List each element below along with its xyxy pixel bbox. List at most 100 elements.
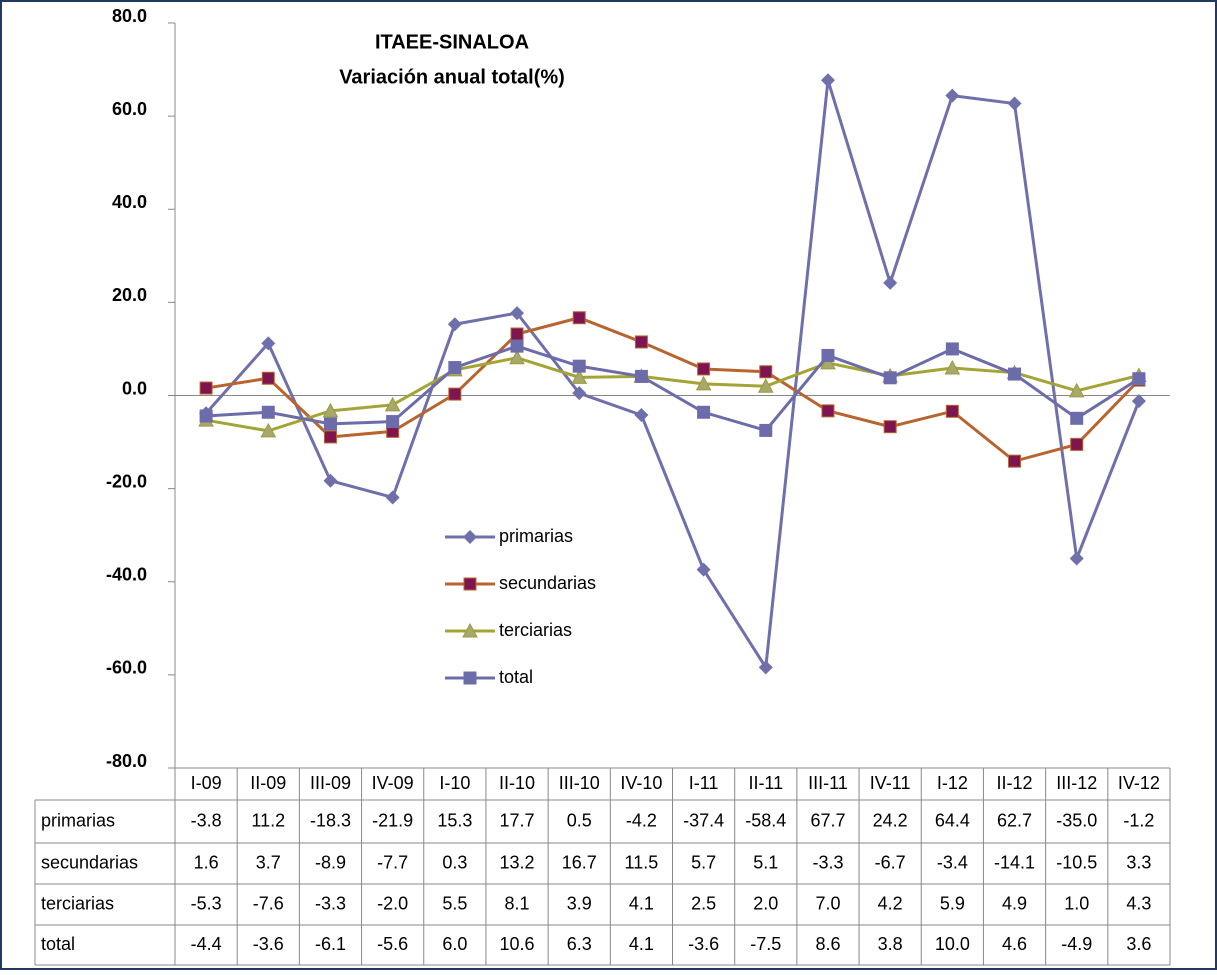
marker: [1007, 96, 1022, 111]
y-tick-label: 40.0: [112, 192, 147, 212]
x-tick-label: IV-10: [620, 773, 662, 793]
table-cell: -2.0: [377, 893, 408, 913]
table-cell: 0.3: [442, 852, 467, 872]
marker: [697, 405, 711, 419]
marker: [883, 275, 898, 290]
marker: [944, 359, 961, 375]
y-tick-label: -40.0: [106, 565, 147, 585]
x-tick-label: II-12: [997, 773, 1033, 793]
table-cell: -7.5: [750, 934, 781, 954]
marker: [261, 405, 275, 419]
y-tick-label: 60.0: [112, 99, 147, 119]
x-tick-label: III-12: [1056, 773, 1097, 793]
marker: [634, 335, 648, 349]
marker: [385, 490, 400, 505]
legend-marker: [462, 622, 478, 638]
x-tick-label: IV-12: [1118, 773, 1160, 793]
marker: [572, 386, 587, 401]
marker: [323, 473, 338, 488]
marker: [695, 375, 712, 391]
table-cell: 17.7: [500, 810, 535, 830]
table-cell: -3.8: [191, 810, 222, 830]
table-cell: 15.3: [437, 810, 472, 830]
table-cell: -6.7: [875, 852, 906, 872]
table-cell: 13.2: [500, 852, 535, 872]
marker: [386, 415, 400, 429]
table-cell: -7.7: [377, 852, 408, 872]
x-tick-label: IV-09: [372, 773, 414, 793]
marker: [697, 362, 711, 376]
table-cell: -21.9: [372, 810, 413, 830]
table-cell: 16.7: [562, 852, 597, 872]
table-row-label: primarias: [41, 810, 115, 830]
legend-marker: [463, 577, 477, 591]
table-cell: 11.5: [625, 852, 659, 872]
x-tick-label: III-10: [559, 773, 600, 793]
table-cell: -4.4: [191, 934, 222, 954]
marker: [945, 342, 959, 356]
table-cell: 4.6: [1002, 934, 1027, 954]
legend-label: total: [499, 667, 533, 687]
marker: [757, 378, 774, 393]
marker: [1068, 382, 1085, 398]
marker: [820, 354, 836, 370]
marker: [759, 365, 773, 379]
x-tick-label: II-10: [499, 773, 535, 793]
marker: [448, 387, 462, 401]
table-cell: 2.5: [691, 893, 716, 913]
y-tick-label: 0.0: [122, 378, 147, 398]
marker: [510, 306, 525, 321]
table-cell: 11.2: [251, 810, 285, 830]
marker: [323, 417, 337, 431]
table-cell: 5.7: [691, 852, 716, 872]
marker: [447, 317, 462, 332]
table-cell: 5.9: [940, 893, 965, 913]
marker: [1070, 411, 1084, 425]
marker: [323, 430, 337, 444]
table-cell: 62.7: [997, 810, 1032, 830]
marker: [1132, 372, 1146, 386]
table-cell: 3.7: [256, 852, 281, 872]
marker: [572, 311, 586, 325]
marker: [759, 423, 773, 437]
marker: [821, 348, 835, 362]
table-cell: 3.3: [1126, 852, 1151, 872]
x-tick-label: II-11: [748, 773, 783, 793]
marker: [696, 562, 711, 577]
legend-marker: [463, 530, 477, 544]
table-cell: 8.6: [815, 934, 840, 954]
marker: [945, 404, 959, 418]
x-tick-label: IV-11: [870, 773, 911, 793]
marker: [634, 369, 648, 383]
marker: [1070, 437, 1084, 451]
y-tick-label: 80.0: [112, 6, 147, 26]
table-cell: -10.5: [1056, 852, 1097, 872]
marker: [260, 422, 277, 438]
table-cell: 4.2: [878, 893, 903, 913]
x-tick-label: I-09: [191, 773, 222, 793]
y-tick-label: -60.0: [106, 658, 147, 678]
table-cell: -58.4: [745, 810, 786, 830]
marker: [883, 420, 897, 434]
table-cell: 67.7: [810, 810, 845, 830]
marker: [199, 381, 213, 395]
y-tick-label: -80.0: [106, 751, 147, 771]
table-cell: 1.0: [1064, 893, 1089, 913]
table-cell: -18.3: [310, 810, 351, 830]
table-cell: 4.3: [1126, 893, 1151, 913]
x-tick-label: III-11: [808, 773, 848, 793]
table-cell: 3.9: [567, 893, 592, 913]
table-cell: 64.4: [935, 810, 970, 830]
series-line: [204, 79, 1141, 672]
table-cell: -8.9: [315, 852, 346, 872]
table-cell: -3.6: [688, 934, 719, 954]
marker: [509, 349, 525, 365]
marker: [1008, 367, 1022, 381]
legend-label: terciarias: [499, 620, 572, 640]
table-cell: 3.8: [878, 934, 903, 954]
table-cell: 6.3: [567, 934, 592, 954]
chart-title: ITAEE-SINALOA: [375, 31, 529, 53]
table-cell: -6.1: [315, 934, 346, 954]
table-cell: 4.9: [1002, 893, 1027, 913]
